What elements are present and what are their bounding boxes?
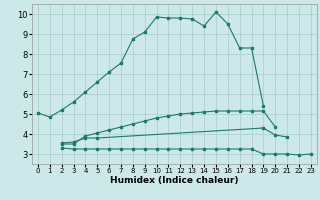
X-axis label: Humidex (Indice chaleur): Humidex (Indice chaleur) xyxy=(110,176,239,185)
